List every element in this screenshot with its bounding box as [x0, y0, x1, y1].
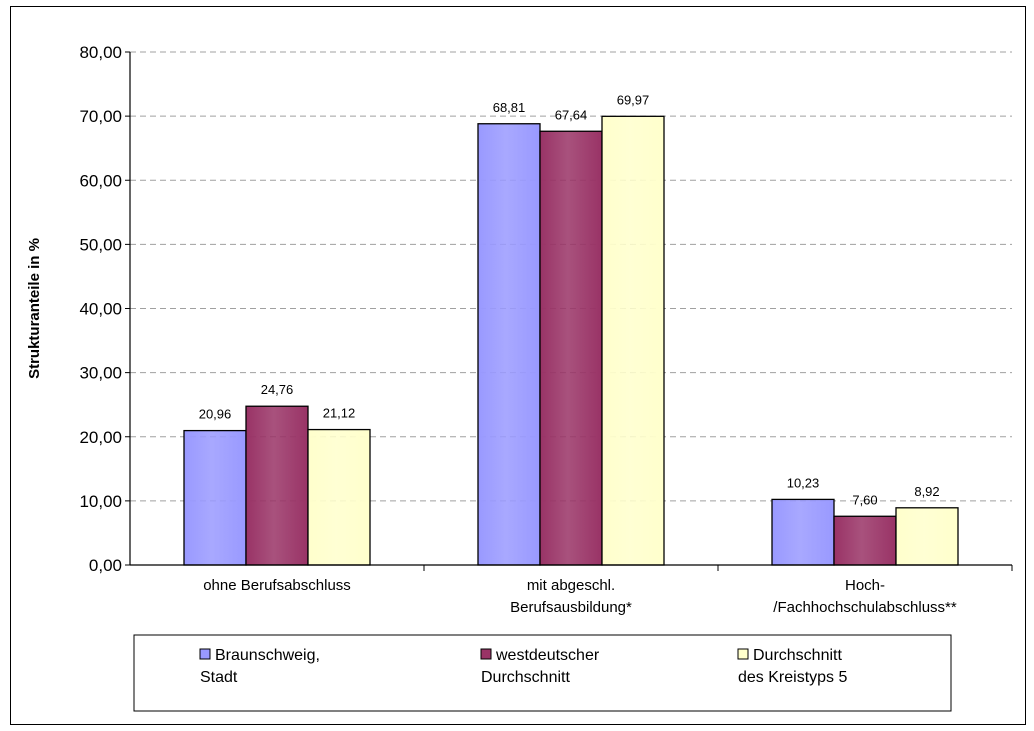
legend-label: Durchschnitt des Kreistyps 5 [738, 647, 847, 686]
y-axis-title: Strukturanteile in % [26, 238, 43, 379]
bar [601, 115, 665, 566]
legend-swatch [737, 648, 749, 660]
data-label: 68,81 [493, 100, 526, 115]
data-label: 69,97 [617, 92, 650, 107]
legend-swatch [199, 648, 211, 660]
data-label: 24,76 [261, 382, 294, 397]
y-tick-label: 40,00 [79, 300, 122, 319]
bars [183, 115, 959, 566]
data-label: 67,64 [555, 107, 588, 122]
legend-label: westdeutscher Durchschnitt [481, 647, 600, 686]
labels: 0,00 10,00 20,00 30,00 40,00 50,00 60,00 70,00 8… [79, 43, 956, 616]
y-tick-label: 10,00 [79, 492, 122, 511]
data-label: 10,23 [787, 475, 820, 490]
bar [833, 515, 897, 566]
data-label: 8,92 [914, 484, 939, 499]
data-label: 21,12 [323, 406, 356, 421]
x-tick-label: Hoch-/Fachhochschulabschluss** [773, 577, 957, 616]
chart-frame: 0,00 10,00 20,00 30,00 40,00 50,00 60,00 70,00 8… [10, 6, 1026, 725]
y-tick-label: 30,00 [79, 364, 122, 383]
data-label: 20,96 [199, 407, 232, 422]
bar [477, 123, 541, 566]
y-tick-label: 60,00 [79, 171, 122, 190]
y-tick-label: 80,00 [79, 43, 122, 62]
legend-box [133, 634, 952, 712]
axes [125, 51, 1013, 571]
y-tick-label: 50,00 [79, 235, 122, 254]
bar [245, 405, 309, 566]
y-tick-label: 20,00 [79, 428, 122, 447]
legend-label: Braunschweig, Stadt [200, 647, 320, 686]
y-tick-label: 0,00 [89, 556, 122, 575]
legend: Braunschweig, Stadt westdeutscher Durchschn… [133, 634, 952, 712]
bar [539, 130, 603, 566]
y-tick-label: 70,00 [79, 107, 122, 126]
x-tick-label: mit abgeschl. Berufsausbildung* [510, 577, 632, 616]
x-tick-label: ohne Berufsabschluss [203, 577, 351, 594]
bar-chart: 0,00 10,00 20,00 30,00 40,00 50,00 60,00 70,00 8… [26, 43, 1013, 712]
data-label: 7,60 [852, 492, 877, 507]
bar [895, 507, 959, 566]
bar [307, 428, 371, 566]
bar [771, 498, 835, 566]
legend-swatch [480, 648, 492, 660]
bar [183, 429, 247, 566]
